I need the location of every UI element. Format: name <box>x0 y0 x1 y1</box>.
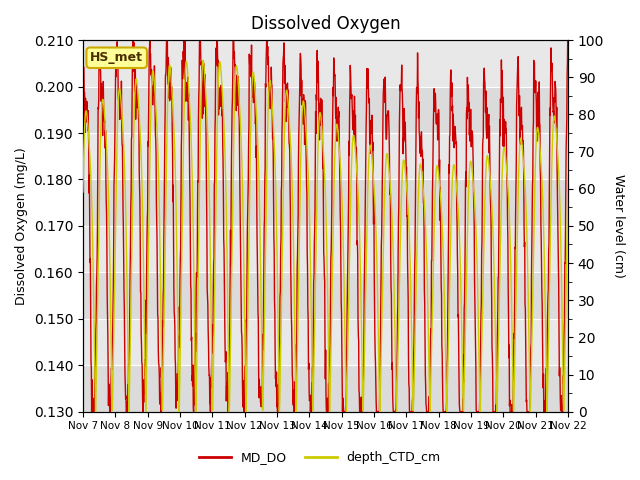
MD_DO <box>564 61 572 67</box>
Bar <box>83 180 568 226</box>
MD_DO <box>285 142 293 148</box>
Line: depth_CTD_cm: depth_CTD_cm <box>83 60 568 412</box>
MD_DO <box>117 100 125 106</box>
Bar <box>83 272 568 319</box>
depth_CTD_cm <box>305 169 312 175</box>
depth_CTD_cm <box>356 234 364 240</box>
MD_DO <box>88 409 95 415</box>
MD_DO <box>79 38 87 44</box>
Line: MD_DO: MD_DO <box>83 31 568 412</box>
Title: Dissolved Oxygen: Dissolved Oxygen <box>251 15 400 33</box>
Bar <box>83 365 568 412</box>
depth_CTD_cm <box>564 173 572 179</box>
Bar <box>83 86 568 133</box>
MD_DO <box>356 409 364 415</box>
depth_CTD_cm <box>296 228 303 233</box>
Y-axis label: Dissolved Oxygen (mg/L): Dissolved Oxygen (mg/L) <box>15 147 28 305</box>
MD_DO <box>296 107 303 112</box>
MD_DO <box>305 317 312 323</box>
depth_CTD_cm <box>92 409 99 415</box>
Legend: MD_DO, depth_CTD_cm: MD_DO, depth_CTD_cm <box>195 446 445 469</box>
depth_CTD_cm <box>199 58 207 63</box>
MD_DO <box>129 28 137 34</box>
depth_CTD_cm <box>137 137 145 143</box>
depth_CTD_cm <box>285 120 293 125</box>
depth_CTD_cm <box>117 95 125 100</box>
MD_DO <box>137 289 145 295</box>
Text: HS_met: HS_met <box>90 51 143 64</box>
Y-axis label: Water level (cm): Water level (cm) <box>612 174 625 278</box>
depth_CTD_cm <box>79 189 87 195</box>
